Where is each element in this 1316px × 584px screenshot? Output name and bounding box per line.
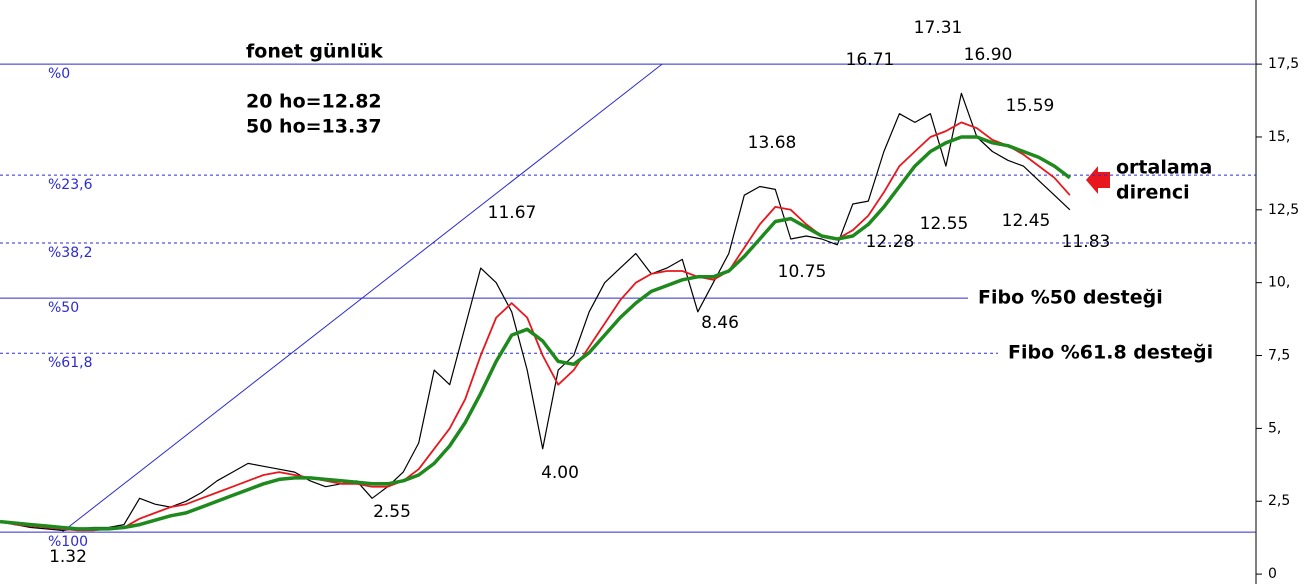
fib-label: %23,6 [48, 177, 93, 193]
price-label: 15.59 [1006, 96, 1055, 116]
y-tick-label: 0 [1268, 566, 1277, 582]
price-label: 16.71 [846, 50, 895, 70]
y-tick-label: 2,5 [1268, 493, 1290, 509]
series-line [0, 92, 1071, 531]
fib-label: %61,8 [48, 355, 92, 371]
price-label: 8.46 [701, 313, 739, 333]
series-line [0, 121, 1071, 532]
fib-label: %38,2 [48, 245, 92, 261]
price-label: 11.83 [1062, 232, 1111, 252]
fib-label: %100 [48, 534, 88, 550]
subtitle: 50 ho=13.37 [246, 116, 382, 138]
price-label: 4.00 [541, 463, 579, 483]
price-label: 10.75 [778, 262, 827, 282]
fib-note: Fibo %50 desteği [978, 287, 1163, 309]
callout-text: ortalama [1116, 157, 1212, 179]
trend-line [61, 63, 663, 533]
y-tick-label: 7,5 [1268, 348, 1290, 364]
fib-note: Fibo %61.8 desteği [1008, 342, 1213, 364]
price-label: 13.68 [748, 133, 797, 153]
fib-label: %0 [48, 66, 70, 82]
price-label: 12.45 [1002, 211, 1051, 231]
price-label: 12.55 [920, 214, 969, 234]
y-tick-label: 17,5 [1268, 56, 1299, 72]
callout-arrow [1086, 166, 1110, 194]
price-label: 17.31 [914, 18, 963, 38]
y-tick-label: 5, [1268, 420, 1281, 436]
callout-text: direnci [1116, 182, 1190, 204]
price-label: 12.28 [866, 232, 915, 252]
series-line [0, 135, 1071, 531]
y-tick-label: 15, [1268, 129, 1290, 145]
y-tick-label: 12,5 [1268, 202, 1299, 218]
chart-title: fonet günlük [246, 41, 383, 63]
y-tick-label: 10, [1268, 275, 1290, 291]
price-label: 16.90 [964, 45, 1013, 65]
price-label: 2.55 [373, 502, 411, 522]
price-label: 1.32 [49, 547, 87, 567]
subtitle: 20 ho=12.82 [246, 91, 382, 113]
fib-label: %50 [48, 300, 79, 316]
price-label: 11.67 [488, 203, 537, 223]
